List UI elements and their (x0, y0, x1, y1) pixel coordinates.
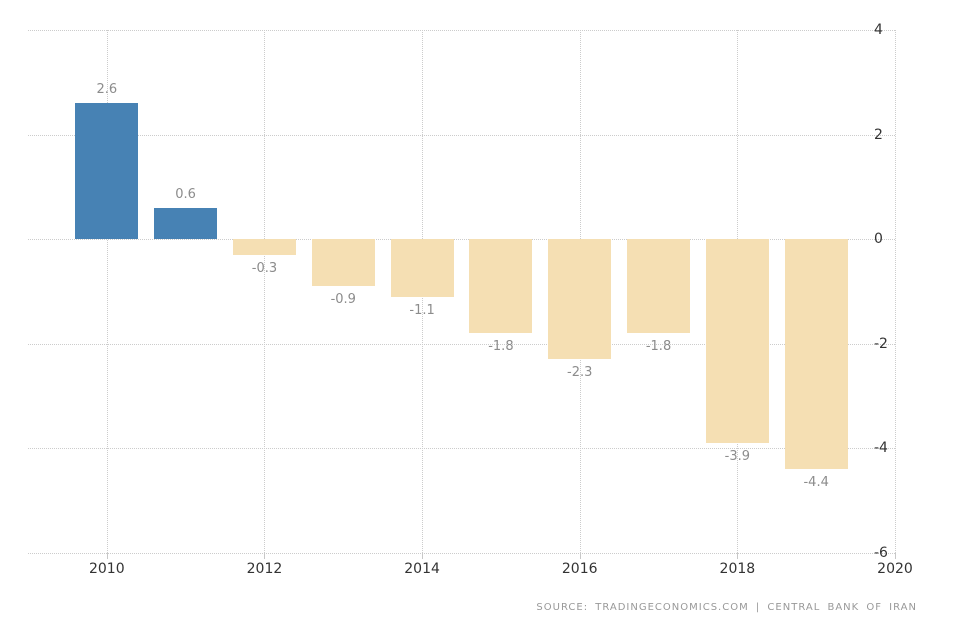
gridline-y--4 (28, 448, 895, 450)
x-axis-tick-mark (737, 553, 739, 559)
bar-2015[interactable] (469, 239, 533, 334)
gridline-y-0 (28, 239, 895, 241)
gridline-y-2 (28, 134, 895, 136)
value-label-2016: -2.3 (567, 365, 593, 381)
source-attribution: SOURCE: TRADINGECONOMICS.COM | CENTRAL B… (536, 602, 917, 613)
gridline-y--6 (28, 553, 895, 554)
value-label-2012: -0.3 (251, 260, 278, 276)
gridline-x-2012 (264, 30, 266, 553)
bar-2017[interactable] (627, 239, 691, 334)
gridline-x-2020 (895, 30, 896, 553)
value-label-2011: 0.6 (175, 186, 196, 202)
bar-2018[interactable] (705, 239, 769, 444)
bar-2016[interactable] (548, 239, 612, 360)
x-axis-tick-mark (895, 553, 896, 559)
x-axis-tick-label: 2012 (246, 561, 283, 577)
value-label-2010: 2.6 (96, 82, 118, 98)
bar-2012[interactable] (232, 239, 296, 255)
y-axis-tick-label: -2 (874, 335, 888, 352)
y-axis-tick-label: -6 (874, 545, 888, 561)
gridline-x-2010 (106, 30, 108, 553)
y-axis-tick-label: -4 (874, 440, 888, 457)
y-axis-tick-label: 2 (874, 126, 883, 143)
x-axis-tick-label: 2020 (877, 561, 913, 577)
gridline-y-4 (28, 30, 895, 31)
x-axis-tick-mark (422, 553, 424, 559)
value-label-2018: -3.9 (724, 449, 751, 465)
value-label-2015: -1.8 (488, 339, 514, 355)
x-axis-tick-label: 2018 (719, 561, 756, 577)
value-label-2017: -1.8 (645, 339, 672, 355)
bar-2011[interactable] (154, 207, 218, 240)
value-label-2013: -0.9 (330, 292, 356, 308)
x-axis-tick-mark (579, 553, 581, 559)
value-label-2019: -4.4 (803, 475, 829, 491)
plot-area: 2.6 0.6 -0.3 -0.9 -1.1 -1.8 -2.3 -1.8 -3.9 -4.4 (28, 30, 896, 554)
bar-2010[interactable] (75, 103, 139, 240)
bar-2013[interactable] (311, 239, 375, 287)
bar-2014[interactable] (390, 239, 454, 297)
x-axis-tick-label: 2014 (404, 561, 440, 577)
y-axis-tick-label: 0 (874, 231, 883, 248)
y-axis-tick-label: 4 (874, 22, 883, 38)
x-axis-tick-mark (264, 553, 266, 559)
gridline-y--2 (28, 343, 895, 345)
x-axis-tick-label: 2016 (561, 561, 598, 577)
bar-2019[interactable] (784, 239, 848, 470)
value-label-2014: -1.1 (409, 302, 435, 318)
x-axis-tick-mark (106, 553, 108, 559)
x-axis-tick-label: 2010 (88, 561, 125, 577)
